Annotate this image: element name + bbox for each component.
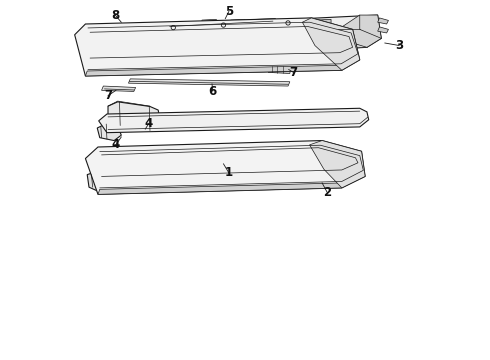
Text: 3: 3 xyxy=(395,39,403,52)
Polygon shape xyxy=(98,108,368,133)
Polygon shape xyxy=(168,19,275,30)
Text: 7: 7 xyxy=(290,66,297,79)
Polygon shape xyxy=(159,44,368,58)
Text: 8: 8 xyxy=(111,9,119,22)
Polygon shape xyxy=(302,18,360,70)
Text: 5: 5 xyxy=(225,5,233,18)
Polygon shape xyxy=(98,183,343,194)
Text: 2: 2 xyxy=(323,186,332,199)
Polygon shape xyxy=(202,19,216,45)
Polygon shape xyxy=(231,19,245,45)
Polygon shape xyxy=(288,19,302,45)
Polygon shape xyxy=(338,15,381,47)
Text: 4: 4 xyxy=(145,117,153,130)
Polygon shape xyxy=(128,79,290,86)
Polygon shape xyxy=(74,18,360,76)
Text: 1: 1 xyxy=(225,166,233,179)
Polygon shape xyxy=(108,102,161,131)
Text: 7: 7 xyxy=(104,89,112,102)
Polygon shape xyxy=(310,140,365,188)
Polygon shape xyxy=(145,15,381,58)
Polygon shape xyxy=(87,171,112,194)
Polygon shape xyxy=(101,86,136,91)
Polygon shape xyxy=(259,19,274,45)
Text: 4: 4 xyxy=(112,138,120,151)
Polygon shape xyxy=(378,18,389,24)
Polygon shape xyxy=(378,27,389,33)
Polygon shape xyxy=(269,66,291,73)
Polygon shape xyxy=(317,19,331,45)
Polygon shape xyxy=(97,123,122,140)
Polygon shape xyxy=(85,140,365,194)
Polygon shape xyxy=(85,65,343,76)
Text: 6: 6 xyxy=(209,85,217,98)
